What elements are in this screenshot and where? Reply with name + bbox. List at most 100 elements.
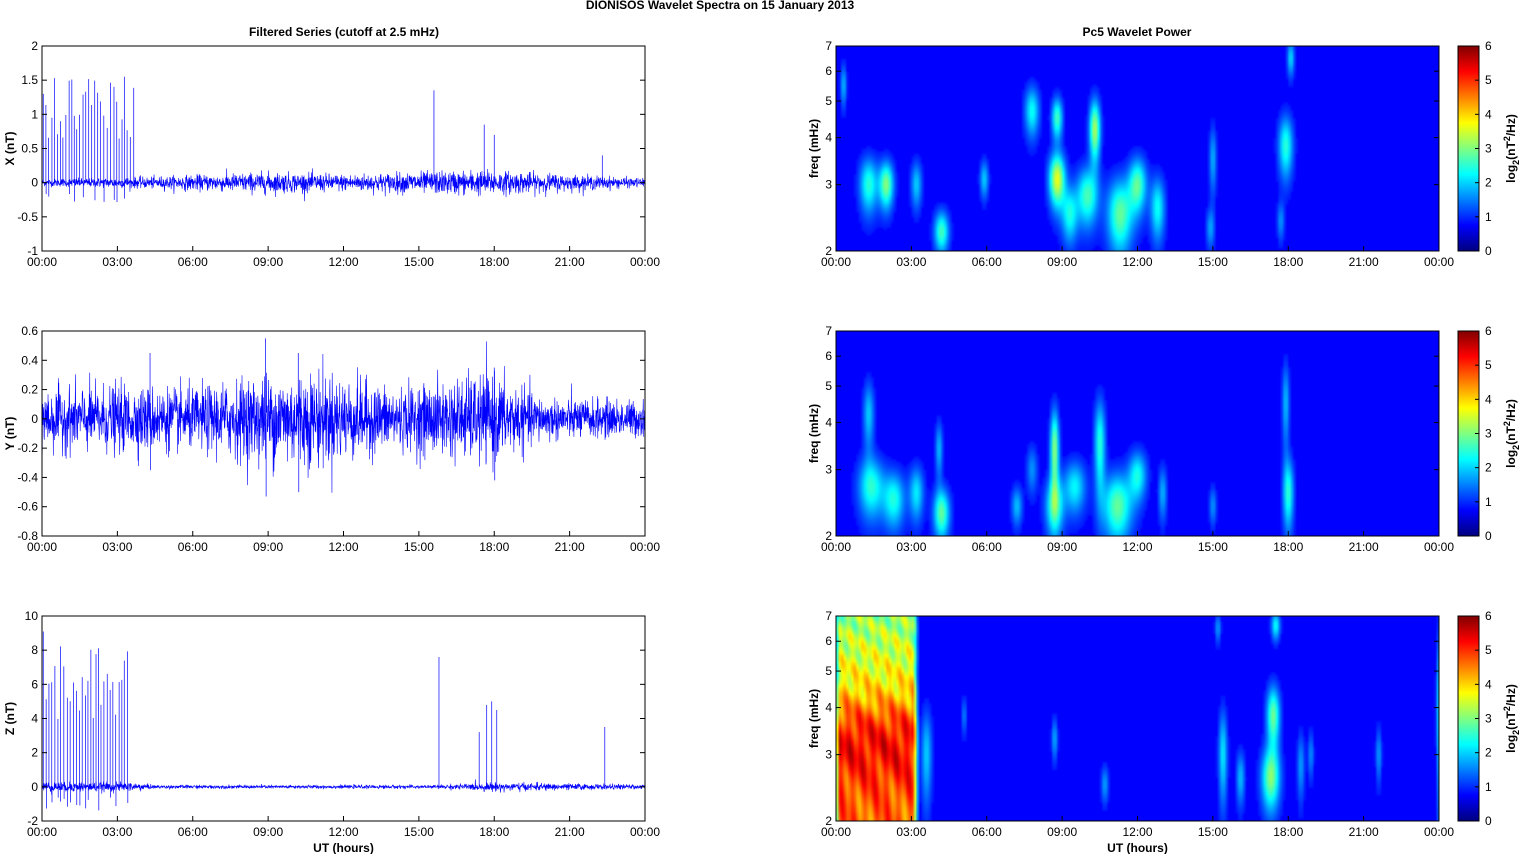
- x-wavelet-colorbar-label: log2(nT2/Hz): [1502, 114, 1521, 183]
- z-wavelet-heatmap-image: [836, 616, 1439, 821]
- z-wavelet-colorbar: 0 1 2 3 4 5 6 log2(nT2/Hz): [1457, 609, 1521, 828]
- y-tick-label: 7: [825, 324, 832, 338]
- x-tick-label: 03:00: [896, 540, 926, 554]
- x-tick-label: 00:00: [821, 825, 851, 839]
- y-tick-label: 0.5: [21, 142, 38, 156]
- colorbar-tick-label: 5: [1485, 643, 1492, 657]
- colorbar-tick-label: 1: [1485, 780, 1492, 794]
- x-tick-label: 03:00: [102, 540, 132, 554]
- x-tick-label: 00:00: [1424, 825, 1454, 839]
- y-series-x-ticks: 00:00 03:00 06:00 09:00 12:00 15:00 18:00 21:00…: [27, 531, 660, 554]
- x-tick-label: 06:00: [178, 540, 208, 554]
- y-tick-label: 4: [825, 416, 832, 430]
- x-wavelet-ylabel: freq (mHz): [807, 119, 821, 178]
- x-tick-label: 21:00: [1349, 255, 1379, 269]
- z-series-spikes: [42, 631, 606, 811]
- x-tick-label: 12:00: [328, 255, 358, 269]
- x-tick-label: 09:00: [1047, 825, 1077, 839]
- y-tick-label: 2: [31, 746, 38, 760]
- x-tick-label: 21:00: [555, 255, 585, 269]
- y-tick-label: -0.5: [17, 210, 38, 224]
- x-wavelet-x-ticks: 00:00 03:00 06:00 09:00 12:00 15:00 18:00 21:00…: [821, 246, 1454, 269]
- colorbar-tick-label: 0: [1485, 529, 1492, 543]
- x-tick-label: 12:00: [328, 825, 358, 839]
- y-tick-label: -0.2: [17, 441, 38, 455]
- y-tick-label: 0.4: [21, 353, 38, 367]
- y-tick-label: 7: [825, 609, 832, 623]
- colorbar-tick-label: 5: [1485, 73, 1492, 87]
- x-tick-label: 21:00: [1349, 540, 1379, 554]
- x-tick-label: 00:00: [821, 540, 851, 554]
- y-tick-label: 7: [825, 39, 832, 53]
- y-tick-label: 4: [825, 701, 832, 715]
- x-tick-label: 00:00: [1424, 255, 1454, 269]
- x-tick-label: 15:00: [404, 825, 434, 839]
- colorbar-tick-label: 4: [1485, 107, 1492, 121]
- x-tick-label: 21:00: [1349, 825, 1379, 839]
- y-tick-label: 0.2: [21, 383, 38, 397]
- z-series-ylabel: Z (nT): [3, 702, 17, 735]
- colorbar-tick-label: 4: [1485, 677, 1492, 691]
- x-tick-label: 18:00: [1273, 825, 1303, 839]
- x-tick-label: 18:00: [1273, 540, 1303, 554]
- x-series-ylabel: X (nT): [3, 132, 17, 166]
- y-tick-label: 3: [825, 178, 832, 192]
- y-series-series-line: [41, 341, 646, 493]
- x-tick-label: 15:00: [1198, 255, 1228, 269]
- x-series-spikes: [42, 76, 603, 202]
- y-tick-label: 0: [31, 780, 38, 794]
- colorbar-tick-label: 2: [1485, 461, 1492, 475]
- x-tick-label: 00:00: [821, 255, 851, 269]
- z-wavelet-x-ticks: 00:00 03:00 06:00 09:00 12:00 15:00 18:00 21:00…: [821, 816, 1454, 854]
- x-tick-label: 15:00: [1198, 825, 1228, 839]
- y-tick-label: 0: [31, 176, 38, 190]
- x-tick-label: 21:00: [555, 540, 585, 554]
- x-tick-label: 03:00: [896, 825, 926, 839]
- z-wavelet-colorbar-label: log2(nT2/Hz): [1502, 684, 1521, 753]
- colorbar-tick-label: 1: [1485, 210, 1492, 224]
- y-tick-label: 4: [31, 712, 38, 726]
- y-tick-label: 5: [825, 94, 832, 108]
- z-wavelet-ylabel: freq (mHz): [807, 689, 821, 748]
- x-tick-label: 00:00: [630, 255, 660, 269]
- x-tick-label: 00:00: [27, 825, 57, 839]
- y-tick-label: 6: [31, 677, 38, 691]
- x-tick-label: 09:00: [253, 825, 283, 839]
- y-tick-label: 0.6: [21, 324, 38, 338]
- x-tick-label: 06:00: [178, 255, 208, 269]
- x-wavelet-colorbar: 0 1 2 3 4 5 6 log2(nT2/Hz): [1457, 39, 1521, 258]
- x-tick-label: 18:00: [479, 825, 509, 839]
- colorbar-tick-label: 3: [1485, 712, 1492, 726]
- x-tick-label: 00:00: [630, 825, 660, 839]
- x-tick-label: 12:00: [1122, 540, 1152, 554]
- x-tick-label: 09:00: [253, 255, 283, 269]
- x-tick-label: 21:00: [555, 825, 585, 839]
- y-series-panel: -0.8 -0.6 -0.4 -0.2 0 0.2 0.4 0.6 Y (nT): [3, 324, 646, 543]
- y-tick-label: 10: [25, 609, 39, 623]
- z-wavelet-xlabel: UT (hours): [1107, 841, 1168, 854]
- z-series-series-line: [41, 779, 646, 795]
- colorbar-tick-label: 6: [1485, 609, 1492, 623]
- colorbar-tick-label: 6: [1485, 324, 1492, 338]
- y-wavelet-heatmap-image: [836, 331, 1439, 536]
- x-series-plot-area: [42, 46, 645, 251]
- colorbar-tick-label: 5: [1485, 358, 1492, 372]
- y-wavelet-ylabel: freq (mHz): [807, 404, 821, 463]
- colorbar-tick-label: 4: [1485, 392, 1492, 406]
- y-series-ylabel: Y (nT): [3, 417, 17, 451]
- x-tick-label: 03:00: [102, 255, 132, 269]
- y-tick-label: -0.4: [17, 470, 38, 484]
- y-tick-label: 2: [825, 529, 832, 543]
- y-wavelet-x-ticks: 00:00 03:00 06:00 09:00 12:00 15:00 18:00 21:00…: [821, 531, 1454, 554]
- y-wavelet-panel: 2 3 4 5 6 7 freq (mHz): [807, 324, 1440, 543]
- x-tick-label: 15:00: [404, 540, 434, 554]
- x-tick-label: 15:00: [1198, 540, 1228, 554]
- x-tick-label: 09:00: [253, 540, 283, 554]
- x-tick-label: 12:00: [1122, 825, 1152, 839]
- z-series-xlabel: UT (hours): [313, 841, 374, 854]
- z-series-panel: -2 0 2 4 6 8 10 Z (nT): [3, 609, 646, 828]
- x-tick-label: 18:00: [479, 540, 509, 554]
- x-wavelet-panel: 2 3 4 5 6 7 freq (mHz): [807, 39, 1440, 258]
- y-wavelet-colorbar: 0 1 2 3 4 5 6 log2(nT2/Hz): [1457, 324, 1521, 543]
